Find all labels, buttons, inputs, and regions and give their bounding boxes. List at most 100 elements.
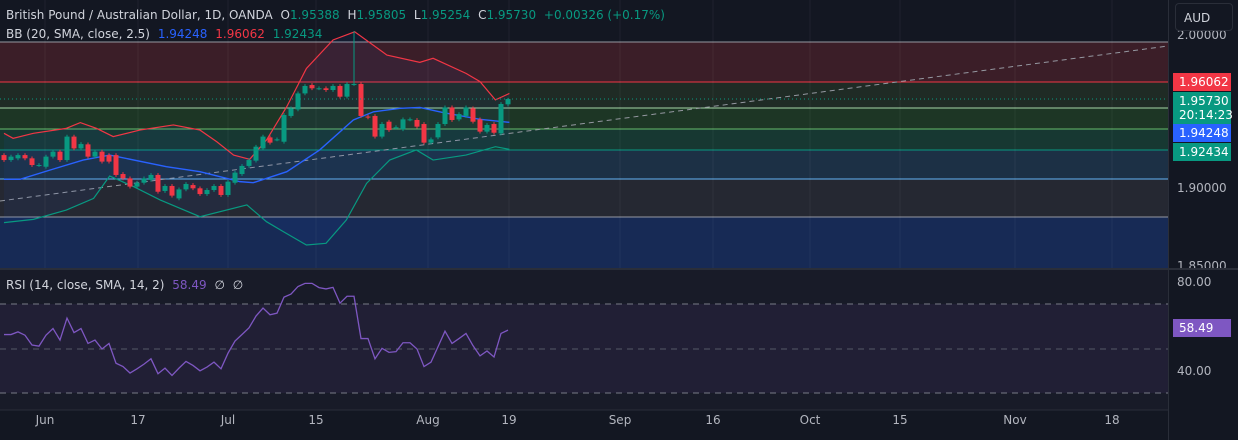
time-label: 17 <box>130 413 146 427</box>
open-value: 1.95388 <box>289 8 340 22</box>
rsi-label-40: 40.00 <box>1177 364 1212 378</box>
candle-up <box>351 83 357 85</box>
bb-lower-badge: 1.92434 <box>1173 143 1231 161</box>
price-axis[interactable]: 2.00000 AUD 1.96062 1.95730 20:14:23 1.9… <box>1168 0 1238 440</box>
candle-up <box>232 172 238 183</box>
candle-up <box>8 156 14 161</box>
candle-up <box>176 189 182 199</box>
candle-up <box>316 88 322 90</box>
high-value: 1.95805 <box>356 8 407 22</box>
candle-down <box>22 155 28 159</box>
candle-down <box>127 178 133 187</box>
rsi-value: 58.49 <box>172 278 207 292</box>
rsi-label-80: 80.00 <box>1177 275 1212 289</box>
candle-down <box>421 124 427 143</box>
candle-up <box>463 107 469 116</box>
last-price: 1.95730 <box>1179 94 1229 108</box>
candle-down <box>218 185 224 195</box>
rsi-polyline <box>4 282 509 377</box>
candle-down <box>309 85 315 89</box>
candle-up <box>141 178 147 183</box>
candle-down <box>449 107 455 120</box>
rsi-legend: RSI (14, close, SMA, 14, 2) 58.49 ∅ ∅ <box>6 278 247 292</box>
bb-basis-value: 1.94248 <box>157 27 208 41</box>
candle-up <box>379 124 385 137</box>
time-label: Jun <box>35 413 55 427</box>
candle-up <box>295 93 301 110</box>
bb-upper-value: 1.96062 <box>215 27 265 41</box>
candle-down <box>106 155 112 162</box>
candle-up <box>78 144 84 149</box>
candle-down <box>1 155 7 161</box>
candle-down <box>323 88 329 91</box>
candle-down <box>358 83 364 116</box>
last-price-badge: 1.95730 20:14:23 <box>1173 92 1233 124</box>
price-label: 1.90000 <box>1177 181 1227 195</box>
chart-canvas[interactable] <box>0 0 1168 440</box>
time-label: Sep <box>608 413 632 427</box>
candle-up <box>50 151 56 157</box>
candle-up <box>43 156 49 167</box>
candle-down <box>477 119 483 132</box>
time-axis[interactable] <box>0 410 1168 440</box>
candle-up <box>400 119 406 130</box>
time-label: Aug <box>416 413 440 427</box>
candle-up <box>288 108 294 116</box>
time-label: Jul <box>220 413 236 427</box>
pane-separator[interactable] <box>0 268 1168 270</box>
candle-down <box>267 137 273 143</box>
candle-up <box>92 151 98 157</box>
candle-up <box>407 119 413 121</box>
candle-down <box>85 144 91 157</box>
time-label: 19 <box>501 413 517 427</box>
candle-up <box>253 146 259 161</box>
candle-up <box>204 190 210 195</box>
price-label: 1.85000 <box>1177 259 1227 268</box>
bollinger-bands <box>3 31 510 246</box>
rsi-line <box>4 282 509 377</box>
rsi-label[interactable]: RSI (14, close, SMA, 14, 2) <box>6 278 165 292</box>
symbol-title[interactable]: British Pound / Australian Dollar, 1D, O… <box>6 8 273 22</box>
candle-down <box>113 155 119 175</box>
candle-down <box>190 185 196 189</box>
rsi-pane <box>0 270 1168 410</box>
candle-up <box>344 83 350 97</box>
candle-down <box>71 136 77 149</box>
bb-upper-badge: 1.96062 <box>1173 73 1231 91</box>
candle-up <box>435 124 441 138</box>
candle-down <box>491 124 497 133</box>
bb-label[interactable]: BB (20, SMA, close, 2.5) <box>6 27 150 41</box>
candle-down <box>470 108 476 122</box>
candle-up <box>330 85 336 91</box>
trend-line[interactable] <box>0 45 1168 202</box>
bb-lower-value: 1.92434 <box>272 27 323 41</box>
price-label-top: 2.00000 <box>1177 28 1227 42</box>
time-label: 18 <box>1104 413 1120 427</box>
candle-down <box>29 158 35 166</box>
time-label: 15 <box>308 413 324 427</box>
candle-up <box>183 183 189 190</box>
bb-fill <box>4 31 510 245</box>
candle-up <box>246 160 252 166</box>
candle-up <box>428 139 434 143</box>
candle-up <box>302 85 308 94</box>
candle-up <box>225 181 231 195</box>
change-value: +0.00326 (+0.17%) <box>543 8 665 22</box>
candle-up <box>162 185 168 191</box>
candle-down <box>197 188 203 195</box>
low-value: 1.95254 <box>420 8 471 22</box>
candle-up <box>393 127 399 129</box>
bb-lower-line <box>3 146 510 246</box>
candle-up <box>456 114 462 120</box>
candle-up <box>498 103 504 134</box>
close-value: 1.95730 <box>486 8 537 22</box>
candle-up <box>64 136 70 161</box>
time-label: Nov <box>1003 413 1027 427</box>
candle-down <box>99 151 105 162</box>
candles <box>1 31 511 201</box>
candle-up <box>36 165 42 167</box>
candle-down <box>57 151 63 161</box>
candle-up <box>239 165 245 175</box>
rsi-badge: 58.49 <box>1173 319 1231 337</box>
currency-button[interactable]: AUD <box>1175 3 1233 31</box>
